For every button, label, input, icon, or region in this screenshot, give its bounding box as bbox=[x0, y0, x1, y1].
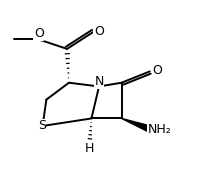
Text: O: O bbox=[152, 64, 162, 77]
Text: S: S bbox=[38, 119, 46, 133]
Text: N: N bbox=[94, 75, 104, 88]
Polygon shape bbox=[122, 118, 153, 133]
Text: O: O bbox=[34, 27, 44, 40]
Text: NH₂: NH₂ bbox=[147, 123, 171, 136]
Text: H: H bbox=[85, 142, 94, 155]
Text: O: O bbox=[94, 25, 104, 39]
